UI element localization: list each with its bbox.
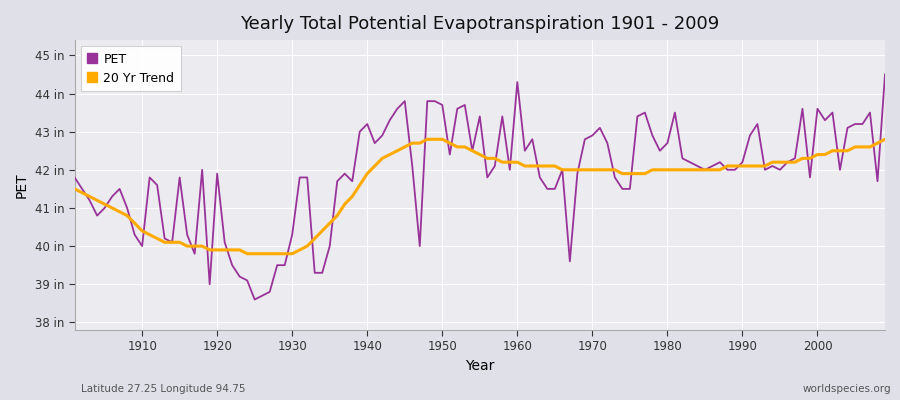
Text: Latitude 27.25 Longitude 94.75: Latitude 27.25 Longitude 94.75 — [81, 384, 246, 394]
X-axis label: Year: Year — [465, 359, 494, 373]
Title: Yearly Total Potential Evapotranspiration 1901 - 2009: Yearly Total Potential Evapotranspiratio… — [240, 15, 719, 33]
Legend: PET, 20 Yr Trend: PET, 20 Yr Trend — [81, 46, 181, 91]
Text: worldspecies.org: worldspecies.org — [803, 384, 891, 394]
Y-axis label: PET: PET — [15, 172, 29, 198]
